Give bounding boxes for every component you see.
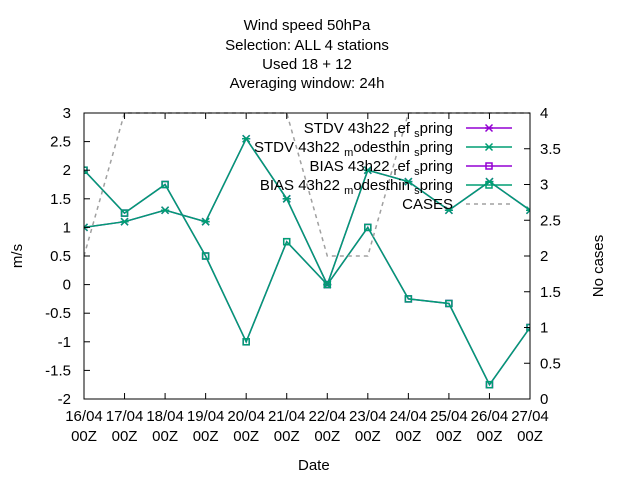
y-tick-label: 2 xyxy=(63,162,71,179)
x-axis-title: Date xyxy=(298,457,330,474)
x-tick-label: 00Z xyxy=(517,428,543,445)
y2-axis-title: No cases xyxy=(590,235,607,298)
y2-tick-label: 0.5 xyxy=(540,355,561,372)
y2-tick-label: 1.5 xyxy=(540,284,561,301)
x-tick-label: 17/04 xyxy=(106,408,144,425)
x-tick-label: 18/04 xyxy=(146,408,184,425)
x-tick-label: 00Z xyxy=(152,428,178,445)
x-tick-label: 00Z xyxy=(274,428,300,445)
legend-label: BIAS 43h22 modesthin spring xyxy=(260,177,453,197)
series-line xyxy=(84,169,530,387)
y-tick-label: 1.5 xyxy=(50,191,71,208)
x-tick-label: 21/04 xyxy=(268,408,306,425)
series-group xyxy=(84,166,530,389)
x-tick-label: 16/04 xyxy=(65,408,103,425)
y-tick-label: 1 xyxy=(63,219,71,236)
data-point xyxy=(120,209,129,217)
legend-label: CASES xyxy=(402,196,453,213)
x-tick-label: 25/04 xyxy=(430,408,468,425)
x-tick-label: 22/04 xyxy=(308,408,346,425)
legend-label: STDV 43h22 modesthin spring xyxy=(254,139,453,159)
x-tick-label: 00Z xyxy=(477,428,503,445)
y2-tick-label: 1 xyxy=(540,320,548,337)
y-tick-label: 3 xyxy=(63,105,71,122)
data-point xyxy=(485,380,494,389)
y-tick-label: -1.5 xyxy=(45,362,71,379)
y-tick-label: -1 xyxy=(58,334,71,351)
data-point xyxy=(445,299,453,308)
data-point xyxy=(363,166,372,175)
x-tick-label: 00Z xyxy=(314,428,340,445)
series-line xyxy=(84,112,530,257)
data-point xyxy=(364,223,372,232)
y2-tick-label: 2 xyxy=(540,248,548,265)
x-tick-label: 19/04 xyxy=(187,408,225,425)
y2-tick-label: 4 xyxy=(540,105,548,122)
legend-label: STDV 43h22 ref spring xyxy=(304,120,453,140)
legend-marker xyxy=(485,181,493,189)
y-tick-label: 0.5 xyxy=(50,248,71,265)
series-group xyxy=(84,134,530,289)
title-line: Wind speed 50hPa xyxy=(243,17,371,34)
series-line xyxy=(84,169,530,387)
data-point xyxy=(525,206,530,215)
title-line: Averaging window: 24h xyxy=(229,75,385,92)
y2-tick-label: 3 xyxy=(540,177,548,194)
x-tick-label: 00Z xyxy=(233,428,259,445)
data-point xyxy=(323,280,332,289)
data-point xyxy=(201,252,210,260)
legend-label: BIAS 43h22 ref spring xyxy=(310,158,453,178)
data-point xyxy=(161,180,169,189)
y2-tick-label: 3.5 xyxy=(540,141,561,158)
series-group xyxy=(84,112,530,257)
y-tick-label: 2.5 xyxy=(50,134,71,151)
data-point xyxy=(120,217,129,226)
x-tick-label: 00Z xyxy=(71,428,97,445)
y-tick-label: 0 xyxy=(63,277,71,294)
data-point xyxy=(282,237,291,246)
x-tick-label: 20/04 xyxy=(227,408,265,425)
x-tick-label: 23/04 xyxy=(349,408,387,425)
x-tick-label: 26/04 xyxy=(471,408,509,425)
series-group xyxy=(84,166,530,389)
y-tick-label: -0.5 xyxy=(45,305,71,322)
x-tick-label: 00Z xyxy=(193,428,219,445)
x-tick-label: 00Z xyxy=(355,428,381,445)
data-point xyxy=(242,338,250,346)
data-point xyxy=(201,217,210,226)
data-point xyxy=(242,134,251,143)
data-point xyxy=(161,206,170,215)
data-point xyxy=(404,177,413,186)
title-line: Used 18 + 12 xyxy=(262,56,352,73)
y-tick-label: -2 xyxy=(58,391,71,408)
y2-tick-label: 0 xyxy=(540,391,548,408)
series-group xyxy=(84,134,530,289)
title-line: Selection: ALL 4 stations xyxy=(225,37,389,54)
y2-tick-label: 2.5 xyxy=(540,212,561,229)
legend-marker xyxy=(484,123,494,133)
x-tick-label: 00Z xyxy=(112,428,138,445)
legend-marker xyxy=(485,162,493,170)
x-tick-label: 24/04 xyxy=(390,408,428,425)
legend-marker xyxy=(484,142,494,152)
data-point xyxy=(404,295,413,303)
data-point xyxy=(282,194,291,203)
y-axis-title: m/s xyxy=(9,244,26,268)
series-line xyxy=(84,137,530,287)
x-tick-label: 00Z xyxy=(395,428,421,445)
data-point xyxy=(444,206,453,215)
x-tick-label: 27/04 xyxy=(511,408,549,425)
x-tick-label: 00Z xyxy=(436,428,462,445)
